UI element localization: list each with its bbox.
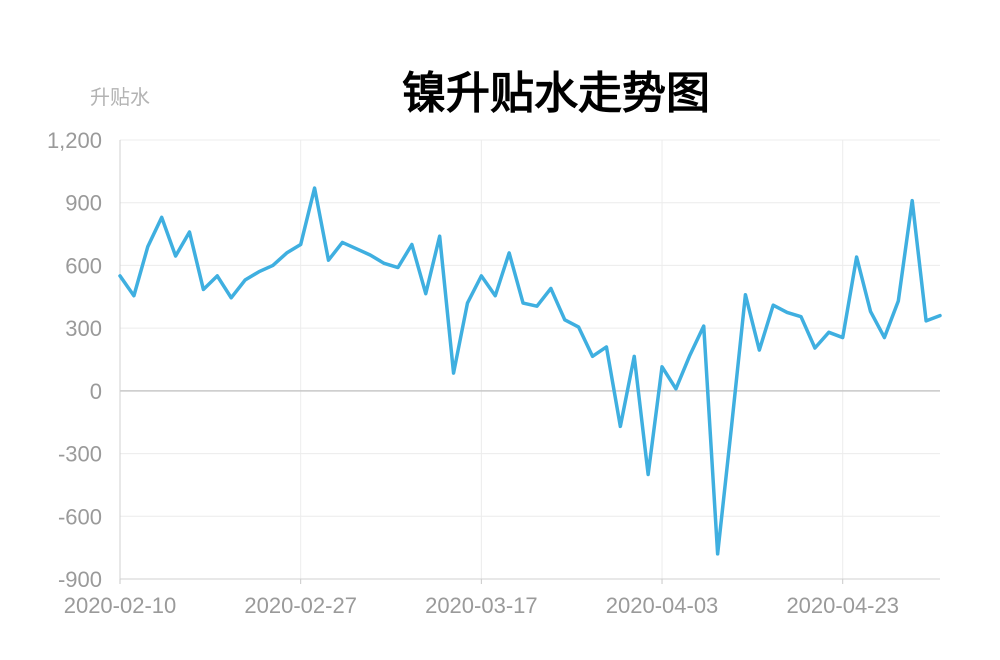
y-tick-label: 300 xyxy=(65,316,102,341)
series-layer xyxy=(118,186,942,556)
y-tick-label: -300 xyxy=(58,442,102,467)
y-tick-label: 600 xyxy=(65,253,102,278)
x-tick-label: 2020-04-03 xyxy=(606,593,719,618)
series-line xyxy=(118,186,942,556)
axes xyxy=(119,140,940,584)
y-tick-label: 1,200 xyxy=(47,128,102,153)
y-axis-label: 升贴水 xyxy=(90,85,150,109)
chart-title: 镍升贴水走势图 xyxy=(402,68,710,119)
x-tick-label: 2020-04-23 xyxy=(786,593,899,618)
grid xyxy=(119,139,940,580)
x-tick-label: 2020-02-27 xyxy=(244,593,357,618)
x-tick-label: 2020-03-17 xyxy=(425,593,538,618)
x-tick-label: 2020-02-10 xyxy=(64,593,177,618)
y-tick-label: 900 xyxy=(65,191,102,216)
y-tick-label: -600 xyxy=(58,504,102,529)
y-tick-label: -900 xyxy=(58,567,102,592)
y-tick-label: 0 xyxy=(90,379,102,404)
